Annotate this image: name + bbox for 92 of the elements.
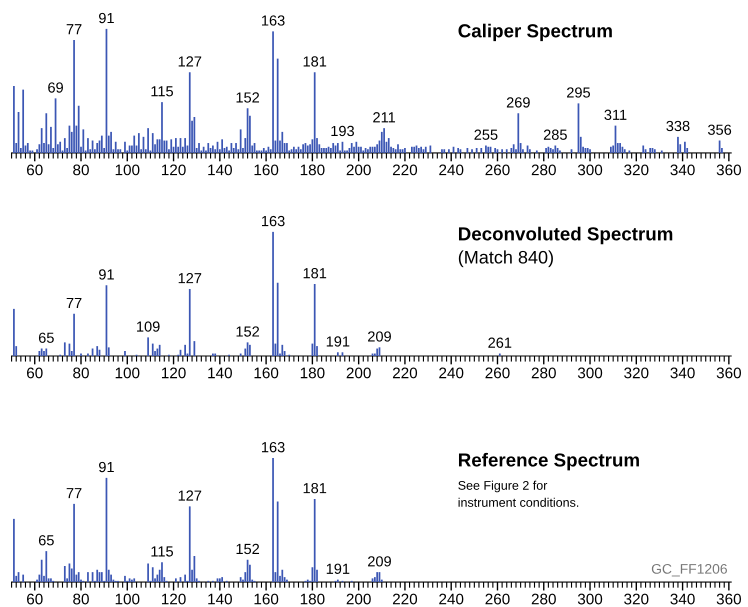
x-tick-label: 120 bbox=[162, 594, 186, 604]
x-tick-label: 160 bbox=[254, 368, 278, 378]
annotation: 65 bbox=[38, 332, 54, 343]
x-tick-label: 340 bbox=[670, 368, 695, 378]
annotation: 152 bbox=[236, 326, 260, 337]
annotation: 152 bbox=[236, 544, 260, 554]
annotation: 193 bbox=[331, 126, 354, 136]
annotation: 115 bbox=[151, 86, 174, 96]
annotation: 191 bbox=[326, 564, 350, 574]
annotation: 65 bbox=[38, 535, 54, 546]
x-tick-label: 200 bbox=[346, 368, 371, 378]
annotation: 209 bbox=[368, 556, 391, 567]
text: (Match 840) bbox=[458, 250, 553, 268]
x-tick-label: 60 bbox=[27, 164, 43, 176]
annotation: 109 bbox=[137, 321, 160, 332]
annotation: 311 bbox=[604, 110, 626, 120]
x-tick-label: 240 bbox=[439, 368, 464, 378]
annotation: 285 bbox=[544, 130, 567, 140]
annotation: 163 bbox=[262, 15, 285, 26]
annotation: 77 bbox=[66, 298, 82, 308]
x-tick-label: 300 bbox=[578, 164, 602, 176]
annotation: 91 bbox=[99, 462, 114, 472]
annotation: 91 bbox=[99, 269, 114, 280]
x-tick-label: 260 bbox=[486, 368, 510, 378]
x-tick-label: 360 bbox=[716, 594, 742, 604]
x-tick-label: 180 bbox=[300, 368, 325, 378]
annotation: 338 bbox=[666, 120, 690, 132]
x-tick-label: 140 bbox=[208, 368, 232, 378]
x-tick-label: 140 bbox=[208, 594, 232, 604]
x-tick-label: 220 bbox=[392, 164, 418, 176]
annotation: 356 bbox=[708, 124, 732, 135]
annotation: 261 bbox=[488, 338, 512, 348]
x-tick-label: 360 bbox=[716, 368, 742, 378]
annotation: 211 bbox=[373, 112, 396, 122]
x-tick-label: 80 bbox=[73, 164, 89, 176]
annotation: 91 bbox=[99, 12, 114, 24]
x-tick-label: 120 bbox=[162, 164, 186, 176]
x-tick-label: 280 bbox=[532, 594, 556, 604]
x-tick-label: 100 bbox=[116, 164, 140, 176]
x-tick-label: 320 bbox=[624, 368, 648, 378]
chart-title: Caliper Spectrum bbox=[458, 24, 612, 42]
annotation: 127 bbox=[178, 273, 202, 284]
x-tick-label: 60 bbox=[27, 594, 43, 604]
chart-title: Reference Spectrum bbox=[458, 452, 639, 470]
annotation: 209 bbox=[368, 331, 391, 342]
x-tick-label: 160 bbox=[254, 164, 278, 176]
x-tick-label: 80 bbox=[73, 368, 89, 378]
annotation: 127 bbox=[178, 56, 202, 66]
annotation: 181 bbox=[304, 268, 326, 278]
x-tick-label: 60 bbox=[27, 368, 43, 378]
x-tick-label: 260 bbox=[486, 594, 510, 604]
annotation: 115 bbox=[151, 546, 174, 557]
annotation: 255 bbox=[474, 130, 498, 140]
x-tick-label: 240 bbox=[439, 594, 464, 604]
annotation: 181 bbox=[304, 56, 326, 67]
x-tick-label: 180 bbox=[300, 594, 325, 604]
annotation: 163 bbox=[262, 442, 285, 452]
x-tick-label: 140 bbox=[208, 164, 232, 176]
x-tick-label: 320 bbox=[624, 164, 648, 176]
annotation: 269 bbox=[506, 97, 530, 108]
annotation: 163 bbox=[262, 216, 285, 226]
x-tick-label: 240 bbox=[439, 164, 464, 176]
x-tick-label: 100 bbox=[116, 594, 140, 604]
annotation: 77 bbox=[66, 24, 82, 34]
x-tick-label: 280 bbox=[532, 368, 556, 378]
annotation: 77 bbox=[66, 488, 82, 498]
annotation: 181 bbox=[304, 482, 326, 494]
x-tick-label: 320 bbox=[624, 594, 648, 604]
x-tick-label: 300 bbox=[578, 368, 602, 378]
annotation: 127 bbox=[178, 490, 202, 501]
x-tick-label: 100 bbox=[116, 368, 140, 378]
x-tick-label: 360 bbox=[716, 164, 742, 176]
x-tick-label: 80 bbox=[73, 594, 89, 604]
x-tick-label: 220 bbox=[392, 594, 418, 604]
chart-title: Deconvoluted Spectrum bbox=[458, 226, 672, 244]
annotation: 152 bbox=[236, 92, 260, 103]
annotation: 191 bbox=[326, 336, 350, 347]
x-tick-label: 120 bbox=[162, 368, 186, 378]
x-tick-label: 200 bbox=[346, 594, 371, 604]
x-tick-label: 280 bbox=[532, 164, 556, 176]
x-tick-label: 180 bbox=[300, 164, 325, 176]
annotation: 69 bbox=[48, 82, 63, 93]
x-tick-label: 160 bbox=[254, 594, 278, 604]
x-tick-label: 340 bbox=[670, 164, 695, 176]
x-tick-label: 200 bbox=[346, 164, 371, 176]
annotation: See Figure 2 for instrument conditions. bbox=[458, 480, 578, 507]
annotation: 295 bbox=[567, 87, 590, 98]
x-tick-label: 260 bbox=[486, 164, 510, 176]
x-tick-label: 300 bbox=[578, 594, 602, 604]
annotation: GC_FF1206 bbox=[652, 564, 727, 576]
x-tick-label: 340 bbox=[670, 594, 695, 604]
x-tick-label: 220 bbox=[392, 368, 418, 378]
